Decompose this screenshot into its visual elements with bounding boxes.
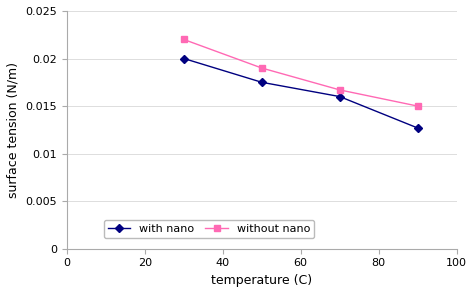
without nano: [181, 38, 187, 41]
without nano: [415, 104, 420, 108]
Legend: with nano, without nano: with nano, without nano: [104, 220, 314, 238]
without nano: [259, 66, 264, 70]
X-axis label: temperature (C): temperature (C): [211, 274, 312, 287]
with nano: [337, 95, 343, 98]
with nano: [181, 57, 187, 60]
Y-axis label: surface tension (N/m): surface tension (N/m): [7, 62, 20, 198]
without nano: [337, 88, 343, 92]
with nano: [259, 81, 264, 84]
Line: with nano: with nano: [181, 56, 420, 131]
with nano: [415, 126, 420, 130]
Line: without nano: without nano: [181, 37, 420, 109]
